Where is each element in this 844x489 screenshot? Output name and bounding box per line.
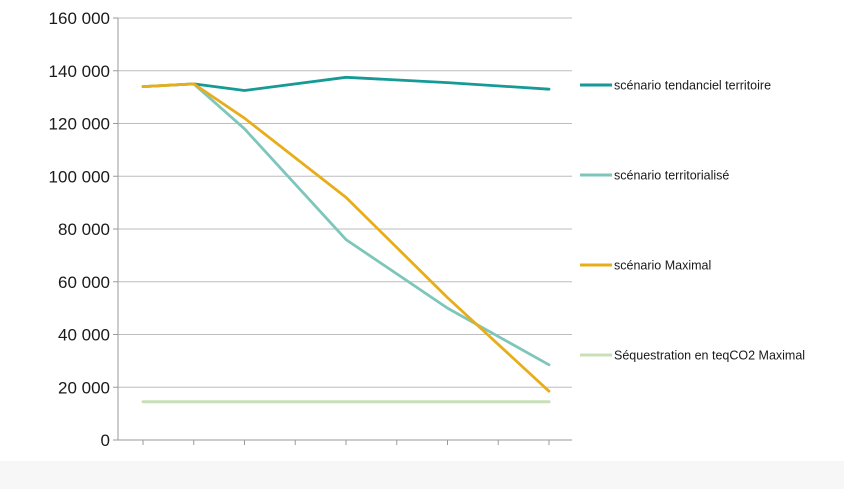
legend-label: scénario tendanciel territoire — [614, 79, 771, 93]
gridlines — [118, 17, 572, 388]
y-axis-tick-labels: 0 20 000 40 000 60 000 80 000 100 000 120 000 1… — [49, 9, 110, 450]
y-tick-label: 120 000 — [49, 115, 110, 134]
series-line-2 — [141, 82, 551, 367]
y-tick-label: 60 000 — [58, 273, 110, 292]
y-tick-label: 0 — [101, 431, 110, 450]
axes — [113, 17, 572, 445]
legend-label: Séquestration en teqCO2 Maximal — [614, 349, 805, 363]
series-line-3 — [141, 82, 551, 393]
y-tick-label: 140 000 — [49, 62, 110, 81]
y-tick-label: 20 000 — [58, 378, 110, 397]
y-tick-label: 100 000 — [49, 167, 110, 186]
legend-label: scénario Maximal — [614, 259, 711, 273]
bottom-band — [0, 461, 844, 489]
y-tick-label: 40 000 — [58, 326, 110, 345]
series-lines — [141, 75, 551, 404]
legend: scénario tendanciel territoire scénario t… — [580, 79, 805, 363]
y-tick-label: 80 000 — [58, 220, 110, 239]
y-tick-label: 160 000 — [49, 9, 110, 28]
legend-label: scénario territorialisé — [614, 169, 729, 183]
series-line-1 — [141, 75, 551, 92]
